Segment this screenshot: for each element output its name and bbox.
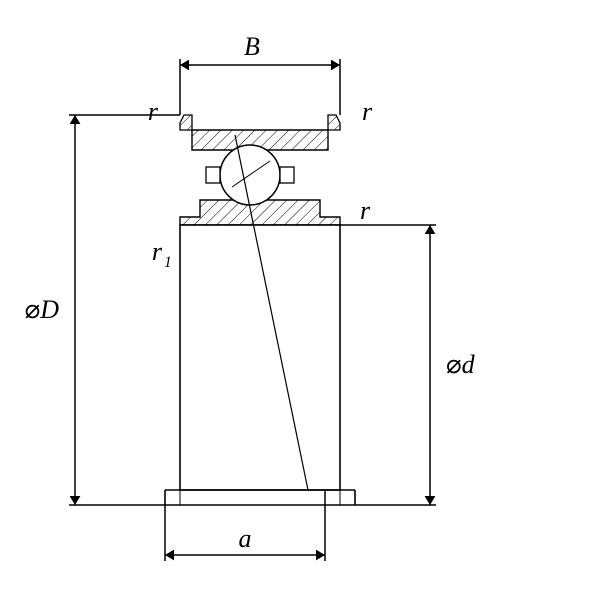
svg-text:r: r: [362, 97, 373, 126]
svg-text:B: B: [244, 32, 260, 61]
svg-text:⌀D: ⌀D: [25, 295, 60, 324]
svg-text:r: r: [360, 196, 371, 225]
svg-text:1: 1: [164, 254, 172, 271]
svg-text:a: a: [239, 524, 252, 553]
svg-text:⌀d: ⌀d: [446, 350, 476, 379]
svg-text:r: r: [148, 97, 159, 126]
svg-text:r: r: [152, 237, 163, 266]
